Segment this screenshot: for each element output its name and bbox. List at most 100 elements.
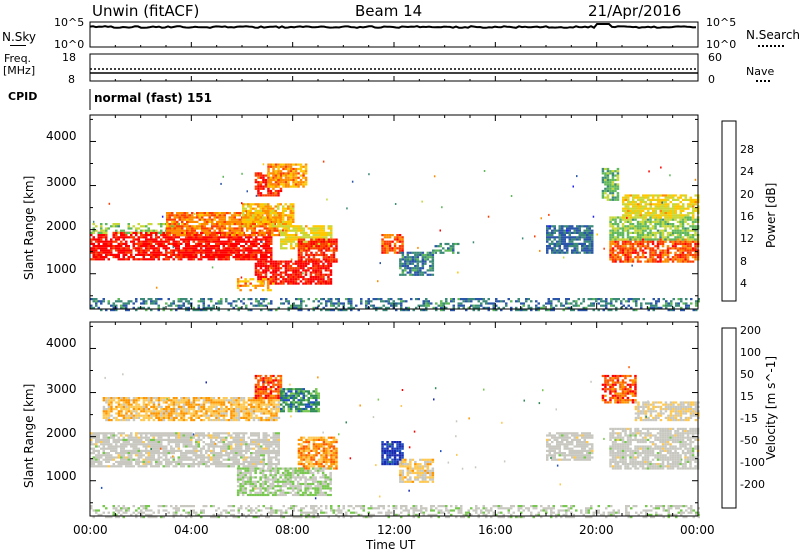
power-echo-cell — [117, 223, 120, 226]
power-echo-cell — [240, 245, 243, 248]
power-echo-cell — [662, 201, 665, 204]
power-echo-cell — [240, 306, 243, 309]
velocity-echo-cell — [192, 452, 195, 455]
power-echo-cell — [320, 236, 323, 239]
power-echo-cell — [168, 216, 171, 219]
power-echo-cell — [105, 227, 108, 230]
power-echo-cell — [259, 271, 263, 274]
power-echo-cell — [195, 242, 198, 245]
power-echo-cell — [627, 212, 630, 215]
power-echo-cell — [200, 234, 203, 237]
power-echo-cell — [652, 194, 655, 197]
power-echo-cell — [233, 227, 236, 230]
velocity-echo-cell — [95, 436, 98, 439]
velocity-echo-cell — [160, 460, 163, 463]
power-echo-cell — [381, 240, 384, 243]
power-echo-cell — [267, 260, 270, 263]
velocity-echo-cell — [130, 456, 133, 459]
power-echo-cell — [135, 249, 138, 252]
power-echo-cell — [150, 240, 153, 243]
velocity-echo-cell — [107, 443, 110, 446]
velocity-echo-cell — [135, 460, 138, 463]
power-echo-cell — [140, 240, 143, 243]
power-echo-cell — [140, 253, 143, 256]
power-echo-cell — [100, 256, 103, 259]
power-echo-cell — [609, 170, 612, 173]
power-echo-cell — [621, 234, 625, 237]
velocity-echo-cell — [142, 441, 145, 444]
power-echo-cell — [240, 249, 243, 252]
power-echo-cell — [629, 194, 632, 197]
power-echo-cell — [675, 302, 678, 305]
velocity-echo-cell — [165, 449, 168, 452]
power-echo-cell — [205, 240, 208, 243]
velocity-echo-cell — [157, 441, 160, 444]
power-echo-cell — [520, 306, 523, 309]
power-echo-cell — [120, 242, 123, 245]
power-echo-cell — [227, 242, 230, 245]
power-echo-cell — [568, 242, 571, 245]
power-echo-cell — [254, 207, 257, 210]
power-echo-cell — [645, 302, 648, 305]
power-echo-cell — [100, 238, 103, 241]
power-echo-cell — [335, 245, 338, 248]
power-echo-cell — [322, 238, 326, 241]
power-echo-cell — [644, 207, 647, 210]
velocity-echo-cell — [177, 436, 180, 439]
power-echo-cell — [632, 201, 635, 204]
power-echo-cell — [269, 214, 272, 217]
power-echo-cell — [649, 194, 652, 197]
velocity-echo-cell — [102, 436, 105, 439]
power-echo-cell — [686, 245, 690, 248]
power-echo-cell — [641, 253, 645, 257]
power-echo-cell — [272, 220, 275, 223]
power-echo-cell — [225, 253, 228, 256]
velocity-echo-cell — [195, 447, 198, 450]
power-echo-cell — [175, 247, 178, 250]
power-echo-cell — [257, 203, 260, 206]
power-echo-cell — [555, 298, 558, 301]
power-echo-cell — [137, 242, 140, 245]
power-echo-cell — [457, 298, 460, 301]
power-echo-cell — [203, 220, 206, 223]
power-echo-cell — [122, 306, 125, 309]
power-echo-cell — [257, 271, 260, 274]
power-echo-cell — [632, 198, 635, 201]
power-echo-cell — [691, 236, 695, 239]
power-echo-cell — [227, 238, 230, 241]
power-echo-cell — [269, 225, 272, 228]
velocity-echo-cell — [130, 443, 133, 446]
power-echo-cell — [105, 249, 108, 252]
power-echo-cell — [247, 240, 250, 243]
power-echo-cell — [350, 300, 353, 303]
power-echo-cell — [329, 271, 333, 274]
power-echo-cell — [232, 300, 235, 303]
power-echo-cell — [550, 302, 553, 305]
power-echo-cell — [661, 256, 665, 259]
velocity-echo-cell — [152, 454, 155, 457]
velocity-echo-cell — [192, 449, 195, 452]
power-echo-cell — [177, 300, 180, 303]
power-echo-cell — [639, 223, 642, 226]
power-echo-cell — [605, 298, 608, 301]
power-echo-cell — [221, 214, 224, 217]
power-echo-cell — [272, 209, 275, 212]
power-echo-cell — [274, 209, 277, 212]
power-echo-cell — [654, 260, 657, 263]
velocity-echo-cell — [202, 456, 205, 459]
power-echo-cell — [440, 302, 443, 305]
power-echo-cell — [145, 253, 148, 256]
power-echo-cell — [246, 284, 250, 287]
power-echo-cell — [679, 258, 682, 261]
power-echo-cell — [609, 238, 612, 241]
power-echo-cell — [399, 267, 402, 270]
velocity-echo-cell — [202, 454, 205, 457]
power-echo-cell — [381, 249, 384, 252]
power-echo-cell — [238, 218, 241, 221]
power-echo-cell — [210, 251, 213, 254]
power-echo-cell — [107, 242, 110, 245]
power-echo-cell — [218, 220, 221, 223]
velocity-echo-cell — [190, 452, 193, 455]
power-echo-cell — [297, 225, 300, 228]
power-echo-cell — [647, 212, 650, 215]
